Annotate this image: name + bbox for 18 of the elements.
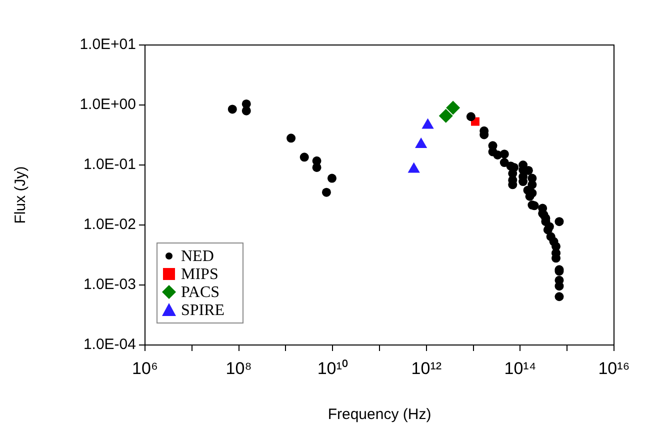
- y-tick-label: 1.0E+01: [80, 36, 136, 54]
- y-tick-label: 1.0E+00: [80, 96, 136, 114]
- x-axis-title: Frequency (Hz): [328, 406, 432, 424]
- x-tick-label: 10¹²: [411, 358, 442, 378]
- y-tick-label: 1.0E-02: [83, 216, 136, 234]
- x-tick-label: 10⁶: [132, 358, 158, 378]
- y-tick-label: 1.0E-01: [83, 156, 136, 174]
- x-tick-label: 10¹⁰: [317, 358, 348, 378]
- y-axis-title: Flux (Jy): [12, 166, 30, 224]
- legend-label: NED: [181, 248, 214, 266]
- x-tick-label: 10¹⁶: [598, 358, 630, 378]
- y-tick-label: 1.0E-03: [83, 276, 136, 294]
- y-tick-label: 1.0E-04: [83, 336, 136, 354]
- legend-label: SPIRE: [181, 302, 225, 320]
- legend-label: PACS: [181, 284, 220, 302]
- x-tick-label: 10⁸: [226, 358, 252, 378]
- legend-label: MIPS: [181, 266, 218, 284]
- x-tick-label: 10¹⁴: [504, 358, 536, 378]
